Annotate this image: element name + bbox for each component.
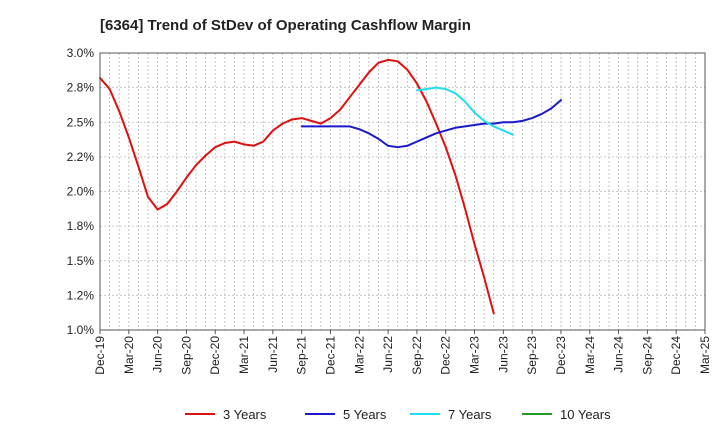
series-line-7-years	[415, 86, 514, 136]
x-tick-label: Sep-24	[640, 336, 654, 375]
plot-frame	[99, 52, 706, 331]
legend-label-5-years: 5 Years	[343, 407, 387, 422]
y-tick-label: 1.0%	[67, 323, 95, 337]
y-tick-label: 2.5%	[67, 115, 95, 129]
x-tick-label: Mar-22	[352, 336, 366, 374]
x-tick-label: Jun-22	[381, 336, 395, 373]
legend-label-10-years: 10 Years	[560, 407, 611, 422]
y-tick-label: 2.8%	[67, 81, 95, 95]
x-tick-label: Mar-25	[698, 336, 712, 374]
x-tick-label: Dec-22	[439, 336, 453, 375]
x-tick-label: Mar-24	[583, 336, 597, 374]
x-tick-label: Jun-23	[496, 336, 510, 373]
y-tick-label: 1.2%	[67, 288, 95, 302]
y-axis-ticks: 1.0% 1.2% 1.5% 1.8% 2.0% 2.2% 2.5% 2.8% 3.0%	[67, 46, 95, 337]
y-tick-label: 1.8%	[67, 219, 95, 233]
x-tick-label: Mar-21	[237, 336, 251, 374]
axes	[99, 52, 706, 331]
y-tick-label: 3.0%	[67, 46, 95, 60]
y-tick-label: 2.2%	[67, 150, 95, 164]
x-tick-label: Dec-19	[93, 336, 107, 375]
chart-title: [6364] Trend of StDev of Operating Cashf…	[100, 17, 471, 34]
x-tick-label: Jun-21	[266, 336, 280, 373]
x-tick-label: Sep-21	[295, 336, 309, 375]
series-line-3-years	[99, 58, 495, 315]
x-tick-label: Mar-23	[468, 336, 482, 374]
plot-area	[100, 53, 705, 330]
x-tick-label: Sep-23	[525, 336, 539, 375]
series-lines	[99, 58, 562, 315]
x-tick-label: Jun-20	[151, 336, 165, 373]
legend: 3 Years 5 Years 7 Years 10 Years	[185, 407, 611, 422]
series-line-5-years	[300, 99, 562, 149]
x-tick-label: Dec-23	[554, 336, 568, 375]
legend-label-7-years: 7 Years	[448, 407, 492, 422]
x-tick-label: Mar-20	[122, 336, 136, 374]
x-tick-label: Sep-20	[179, 336, 193, 375]
plot-background	[100, 53, 705, 330]
x-tick-label: Jun-24	[612, 336, 626, 373]
grid-lines	[100, 53, 705, 330]
legend-label-3-years: 3 Years	[223, 407, 267, 422]
y-tick-label: 1.5%	[67, 254, 95, 268]
x-tick-label: Dec-24	[669, 336, 683, 375]
x-tick-label: Dec-21	[323, 336, 337, 375]
x-tick-label: Sep-22	[410, 336, 424, 375]
y-tick-label: 2.0%	[67, 185, 95, 199]
x-axis-ticks: Dec-19 Mar-20 Jun-20 Sep-20 Dec-20 Mar-21 Jun-…	[93, 330, 712, 375]
x-tick-label: Dec-20	[208, 336, 222, 375]
